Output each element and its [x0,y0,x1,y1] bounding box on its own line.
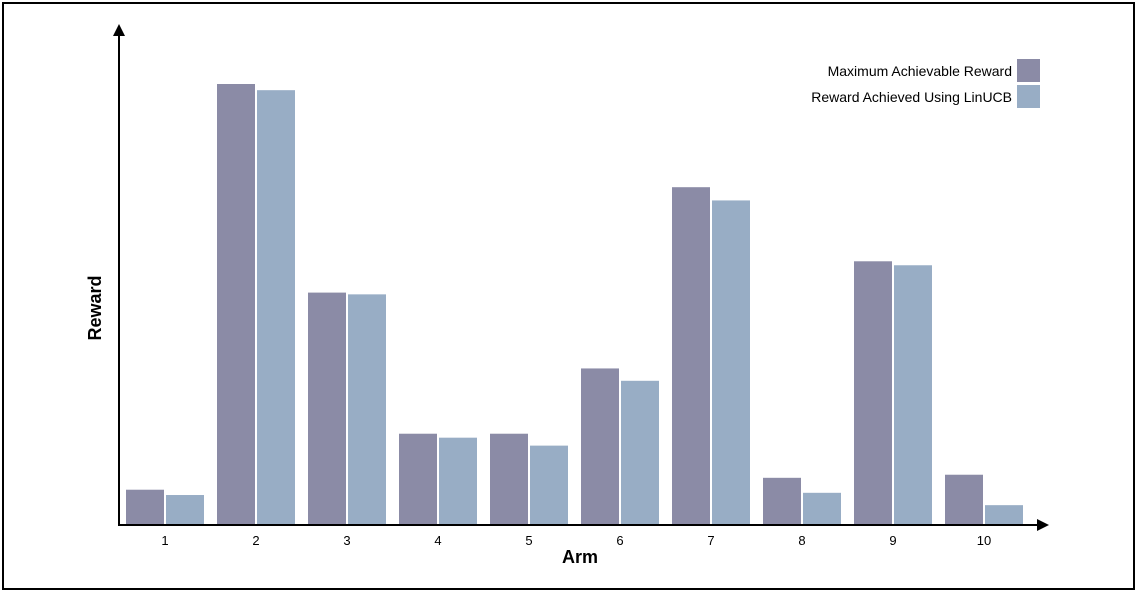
bar-arm-4-series-1 [399,433,437,525]
x-tick-label-1: 1 [161,533,168,548]
legend-label-maximum: Maximum Achievable Reward [828,63,1012,79]
bar-arm-8-series-2 [803,492,841,525]
legend-swatch-maximum [1017,59,1040,82]
bar-arm-10-series-1 [945,474,983,525]
x-tick-label-4: 4 [434,533,441,548]
x-tick-label-7: 7 [707,533,714,548]
bar-arm-9-series-1 [854,261,892,525]
x-axis-arrowhead [1037,519,1049,531]
x-tick-label-8: 8 [798,533,805,548]
x-tick-labels-group: 1 2 3 4 5 6 7 8 9 10 [161,533,991,548]
x-axis-title: Arm [562,547,598,567]
x-tick-label-2: 2 [252,533,259,548]
x-tick-label-6: 6 [616,533,623,548]
bar-arm-2-series-2 [257,90,295,525]
x-tick-label-5: 5 [525,533,532,548]
x-tick-label-10: 10 [977,533,991,548]
bar-arm-1-series-1 [126,489,164,525]
bar-arm-3-series-1 [308,292,346,525]
bar-arm-3-series-2 [348,294,386,525]
legend-label-linucb: Reward Achieved Using LinUCB [811,89,1012,105]
x-tick-label-3: 3 [343,533,350,548]
bar-arm-6-series-1 [581,368,619,525]
bar-arm-7-series-2 [712,200,750,525]
legend: Maximum Achievable Reward Reward Achieve… [811,59,1040,108]
bar-arm-6-series-2 [621,380,659,525]
bar-arm-8-series-1 [763,477,801,525]
bar-arm-5-series-2 [530,445,568,525]
axes-group [113,24,1049,531]
bar-arm-7-series-1 [672,187,710,525]
bar-arm-5-series-1 [490,433,528,525]
bar-arm-2-series-1 [217,84,255,525]
y-axis-arrowhead [113,24,125,36]
bar-arm-1-series-2 [166,495,204,525]
bars-group [126,84,1023,525]
legend-swatch-linucb [1017,85,1040,108]
y-axis-title: Reward [85,275,105,340]
bar-arm-4-series-2 [439,437,477,525]
bar-arm-10-series-2 [985,505,1023,525]
x-tick-label-9: 9 [889,533,896,548]
bar-arm-9-series-2 [894,265,932,525]
